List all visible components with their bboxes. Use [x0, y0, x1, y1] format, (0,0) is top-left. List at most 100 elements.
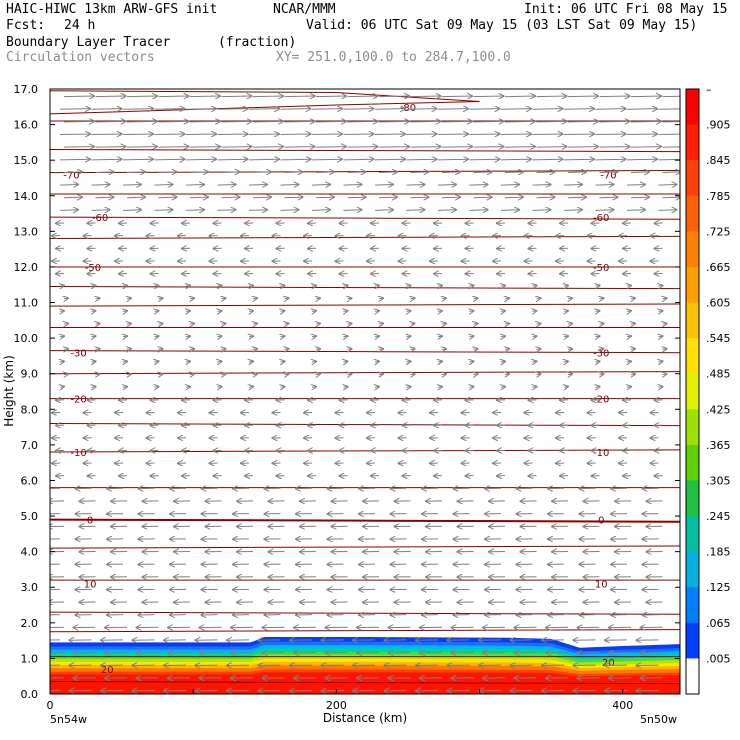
vector-arrow	[190, 298, 194, 299]
vector-arrow	[315, 197, 334, 198]
vector-arrow	[375, 387, 379, 388]
circulation-vectors	[50, 96, 680, 691]
vector-arrow	[95, 121, 126, 122]
vector-arrow	[315, 147, 346, 148]
vector-arrow	[60, 361, 64, 362]
vector-arrow	[469, 109, 500, 110]
vector-arrow	[63, 147, 94, 148]
vector-arrow	[374, 159, 405, 160]
vector-arrow	[474, 298, 478, 299]
field-units: (fraction)	[218, 35, 297, 50]
vector-arrow	[533, 286, 537, 287]
isotherm-label: 20	[101, 665, 114, 676]
vector-arrow	[442, 374, 446, 375]
vector-arrow	[438, 336, 442, 337]
vector-arrow	[438, 361, 442, 362]
vector-arrow	[221, 121, 252, 122]
vector-arrow	[500, 159, 531, 160]
vector-arrow	[626, 210, 645, 211]
vector-arrow	[441, 147, 472, 148]
vector-arrow	[375, 311, 379, 312]
vector-arrow	[92, 311, 96, 312]
vector-arrow	[158, 172, 177, 173]
vector-arrow	[374, 210, 393, 211]
vector-arrow	[248, 210, 267, 211]
vector-arrow	[252, 121, 283, 122]
vector-arrow	[154, 210, 173, 211]
vector-arrow	[437, 134, 468, 135]
vector-arrow	[410, 147, 441, 148]
vector-arrow	[154, 109, 185, 110]
vector-arrow	[630, 121, 661, 122]
vector-arrow	[63, 96, 94, 97]
vector-arrow	[662, 172, 680, 173]
vector-arrow	[659, 336, 663, 337]
isotherm	[50, 449, 680, 453]
vector-arrow	[437, 109, 468, 110]
vector-arrow	[600, 298, 604, 299]
vector-arrow	[95, 147, 126, 148]
colorbar-label: .425	[706, 403, 731, 416]
vector-arrow	[248, 134, 279, 135]
vector-arrow	[185, 134, 216, 135]
vector-arrow	[91, 184, 110, 185]
vector-arrow	[437, 210, 456, 211]
vector-arrow	[284, 197, 303, 198]
vector-arrow	[64, 374, 68, 375]
vector-arrow	[564, 311, 568, 312]
x-axis-title: Distance (km)	[323, 711, 407, 725]
vector-arrow	[218, 387, 222, 388]
vector-arrow	[221, 147, 252, 148]
colorbar-swatch	[686, 195, 699, 232]
vector-arrow	[474, 349, 478, 350]
vector-arrow	[60, 286, 64, 287]
isotherm	[50, 216, 680, 220]
vector-arrow	[126, 197, 145, 198]
vector-arrow	[189, 172, 208, 173]
vector-arrow	[469, 210, 488, 211]
vector-arrow	[344, 387, 348, 388]
vector-arrow	[379, 298, 383, 299]
vector-arrow	[95, 96, 126, 97]
colorbar-label: .125	[706, 581, 731, 594]
vector-arrow	[126, 172, 145, 173]
vector-arrow	[596, 387, 600, 388]
vector-arrow	[662, 146, 680, 148]
vector-arrow	[59, 109, 90, 110]
vector-arrow	[438, 286, 442, 287]
vector-arrow	[627, 311, 631, 312]
vector-arrow	[249, 387, 253, 388]
vector-arrow	[474, 323, 478, 324]
vector-arrow	[253, 349, 257, 350]
vector-arrow	[159, 323, 163, 324]
vector-arrow	[600, 349, 604, 350]
vector-arrow	[504, 121, 535, 122]
vector-arrow	[500, 109, 531, 110]
isotherm-label: -60	[593, 213, 609, 224]
vector-arrow	[218, 311, 222, 312]
vector-arrow	[311, 210, 330, 211]
colorbar-swatch	[686, 587, 699, 624]
vector-arrow	[533, 311, 537, 312]
isotherm	[50, 629, 680, 633]
vector-arrow	[96, 323, 100, 324]
vector-arrow	[627, 361, 631, 362]
vector-arrow	[159, 349, 163, 350]
left-end-label: 5n54w	[50, 713, 87, 726]
fcst-value: 24 h	[64, 18, 96, 33]
vector-arrow	[347, 147, 378, 148]
colorbar-frame	[685, 88, 700, 695]
vector-arrow	[441, 172, 460, 173]
vector-arrow	[217, 184, 236, 185]
valid-time: Valid: 06 UTC Sat 09 May 15 (03 LST Sat …	[306, 18, 698, 33]
vector-arrow	[595, 184, 614, 185]
vector-arrow	[663, 323, 667, 324]
vector-arrow	[190, 349, 194, 350]
isotherm-label: -60	[92, 213, 108, 224]
y-tick-label: 8.0	[21, 403, 39, 416]
vector-arrow	[123, 286, 127, 287]
vector-arrow	[536, 172, 555, 173]
vector-arrow	[375, 336, 379, 337]
vector-arrow	[92, 286, 96, 287]
vector-arrow	[348, 349, 352, 350]
